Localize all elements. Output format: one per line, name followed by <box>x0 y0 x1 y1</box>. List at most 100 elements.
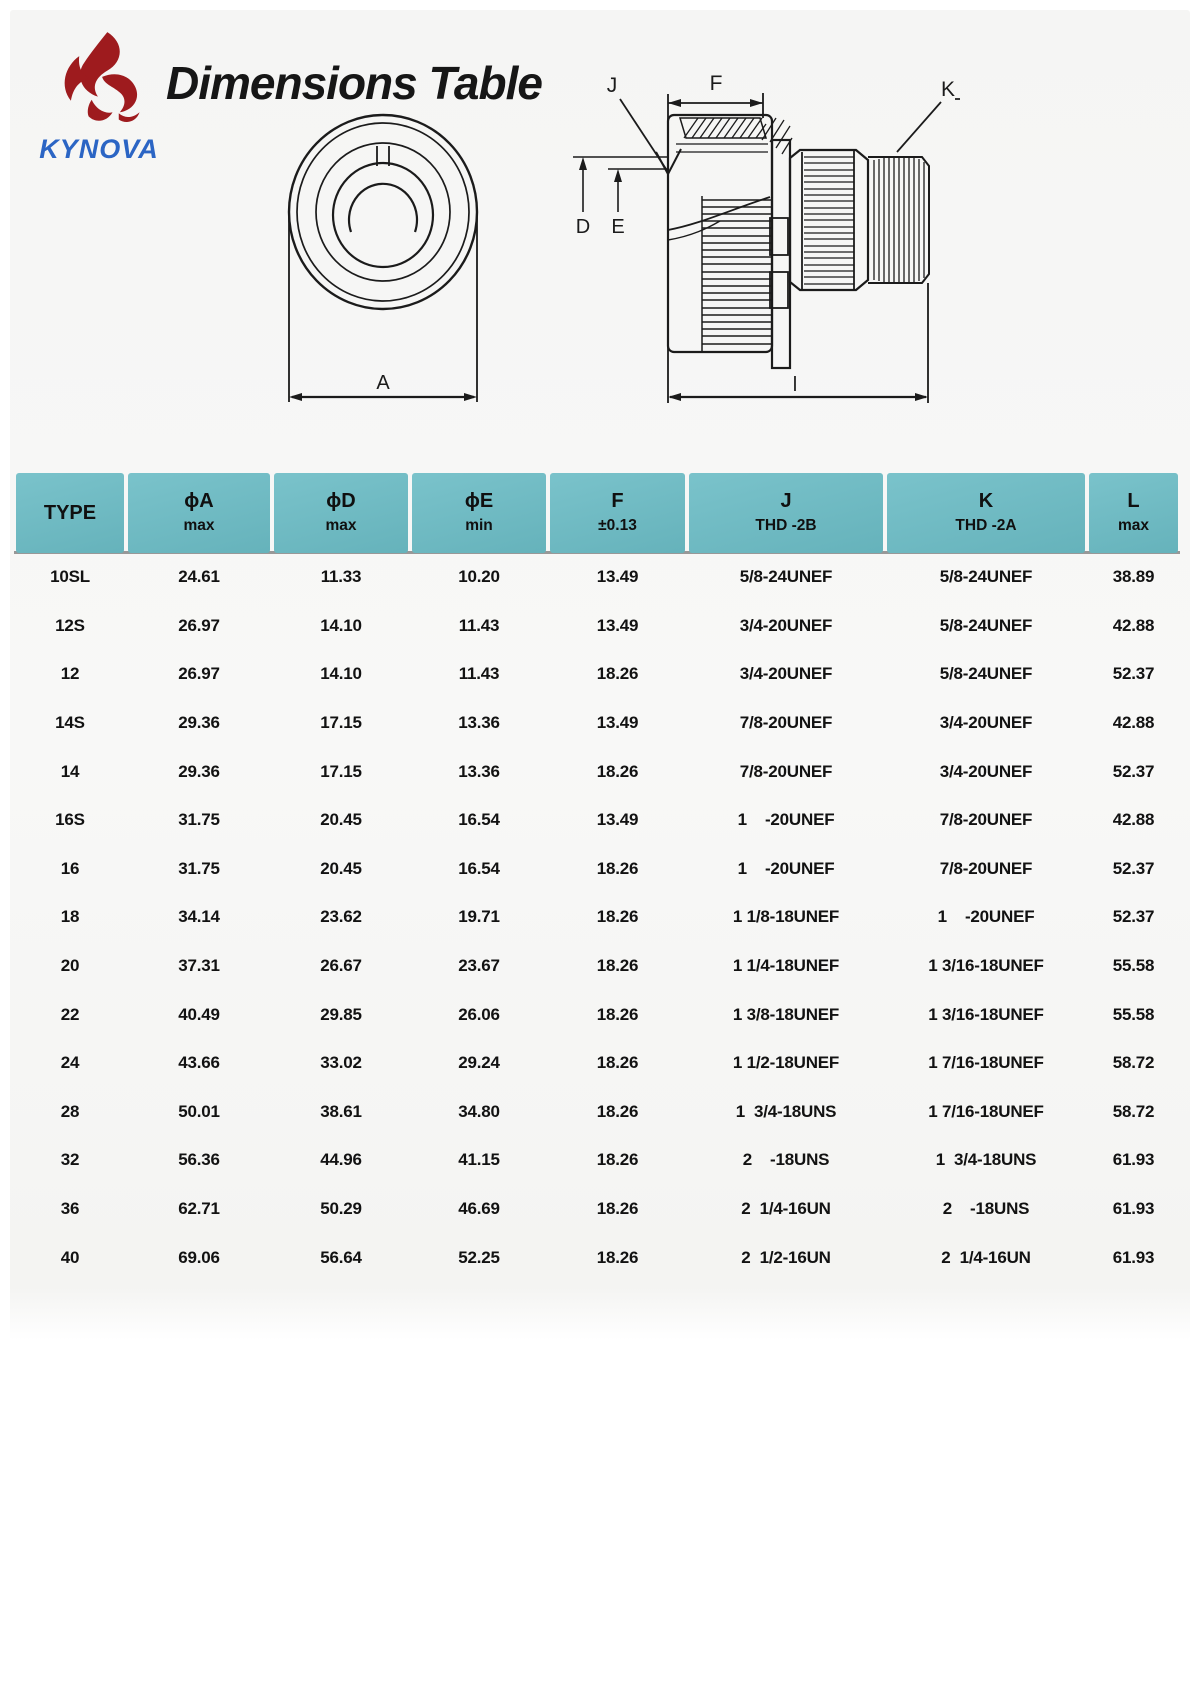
cell-phiA: 43.66 <box>178 1053 220 1073</box>
cell-k: 1 3/4-18UNS <box>935 1150 1037 1170</box>
cell-type: 16S <box>55 810 85 830</box>
table-header-row: TYPE ϕA max ϕD max ϕE min F ±0.13 J THD -2B K THD -2… <box>14 473 1180 553</box>
cell-type: 10SL <box>50 567 90 587</box>
cell-l: 52.37 <box>1112 664 1155 684</box>
dimensions-table: TYPE ϕA max ϕD max ϕE min F ±0.13 J THD -2B K THD -2… <box>14 473 1180 1267</box>
cell-l: 61.93 <box>1112 1199 1155 1219</box>
table-row: 14 29.36 17.15 13.36 18.26 7/8-20UNEF 3/4-20UN… <box>14 747 1180 796</box>
cell-phiE: 41.15 <box>458 1150 500 1170</box>
cell-phiA: 62.71 <box>178 1199 220 1219</box>
column-header-sublabel: max <box>1117 517 1150 534</box>
table-row: 36 62.71 50.29 46.69 18.26 2 1/4-16UN 2 -18UNS… <box>14 1185 1180 1234</box>
cell-phiE: 34.80 <box>458 1101 500 1121</box>
cell-type: 20 <box>60 956 80 976</box>
cell-phiA: 29.36 <box>178 713 220 733</box>
dimension-label-J: J <box>607 74 618 97</box>
cell-phiA: 29.36 <box>178 761 220 781</box>
cell-j: 3/4-20UNEF <box>739 664 833 684</box>
cell-k: 1 7/16-18UNEF <box>928 1101 1044 1121</box>
scanned-document-background <box>10 10 1190 1340</box>
cell-phiA: 69.06 <box>178 1247 220 1267</box>
cell-f: 18.26 <box>596 858 639 878</box>
cell-type: 24 <box>60 1053 80 1073</box>
cell-f: 13.49 <box>596 615 639 635</box>
cell-phiD: 50.29 <box>320 1199 362 1219</box>
cell-j: 1 3/8-18UNEF <box>732 1004 840 1024</box>
cell-j: 1 -20UNEF <box>737 810 835 830</box>
brand-name: KYNOVA <box>39 134 159 164</box>
cell-phiD: 20.45 <box>320 858 362 878</box>
cell-phiD: 20.45 <box>320 810 362 830</box>
cell-l: 52.37 <box>1112 858 1155 878</box>
cell-l: 42.88 <box>1112 615 1155 635</box>
cell-f: 18.26 <box>596 761 639 781</box>
cell-phiE: 16.54 <box>458 858 500 878</box>
column-header-phiD: ϕD max <box>274 473 408 553</box>
cell-phiA: 50.01 <box>178 1101 220 1121</box>
cell-phiE: 13.36 <box>458 713 500 733</box>
column-header-label: L <box>1127 490 1140 512</box>
cell-phiE: 46.69 <box>458 1199 500 1219</box>
cell-phiA: 56.36 <box>178 1150 220 1170</box>
cell-l: 58.72 <box>1112 1101 1155 1121</box>
cell-l: 42.88 <box>1112 713 1155 733</box>
cell-l: 61.93 <box>1112 1247 1155 1267</box>
table-row: 40 69.06 56.64 52.25 18.26 2 1/2-16UN 2 1/4-16… <box>14 1233 1180 1282</box>
table-row: 12S 26.97 14.10 11.43 13.49 3/4-20UNEF 5/8-24U… <box>14 602 1180 651</box>
cell-j: 1 3/4-18UNS <box>735 1101 837 1121</box>
cell-f: 18.26 <box>596 1004 639 1024</box>
cell-phiA: 26.97 <box>178 664 220 684</box>
cell-j: 1 1/2-18UNEF <box>732 1053 840 1073</box>
column-header-phiE: ϕE min <box>412 473 546 553</box>
column-header-k: K THD -2A <box>887 473 1085 553</box>
cell-k: 2 1/4-16UN <box>941 1247 1031 1267</box>
kynova-logo-icon <box>64 32 140 123</box>
table-row: 20 37.31 26.67 23.67 18.26 1 1/4-18UNEF 1 3/16… <box>14 942 1180 991</box>
cell-phiA: 31.75 <box>178 858 220 878</box>
cell-phiA: 26.97 <box>178 615 220 635</box>
cell-phiD: 26.67 <box>320 956 362 976</box>
cell-f: 13.49 <box>596 810 639 830</box>
cell-k: 2 -18UNS <box>942 1199 1030 1219</box>
cell-k: 5/8-24UNEF <box>939 664 1033 684</box>
cell-j: 2 1/4-16UN <box>741 1199 831 1219</box>
column-header-type: TYPE <box>16 473 124 553</box>
cell-l: 55.58 <box>1112 1004 1155 1024</box>
cell-f: 18.26 <box>596 664 639 684</box>
cell-l: 58.72 <box>1112 1053 1155 1073</box>
column-header-sublabel: max <box>325 517 357 534</box>
table-row: 28 50.01 38.61 34.80 18.26 1 3/4-18UNS 1 7/16-… <box>14 1088 1180 1137</box>
cell-type: 22 <box>60 1004 80 1024</box>
cell-k: 1 7/16-18UNEF <box>928 1053 1044 1073</box>
cell-f: 18.26 <box>596 956 639 976</box>
cell-phiD: 17.15 <box>320 713 362 733</box>
cell-k: 7/8-20UNEF <box>939 810 1033 830</box>
cell-type: 14 <box>60 761 80 781</box>
cell-phiE: 11.43 <box>458 664 500 684</box>
cell-phiE: 23.67 <box>458 956 500 976</box>
table-row: 24 43.66 33.02 29.24 18.26 1 1/2-18UNEF 1 7/16… <box>14 1039 1180 1088</box>
cell-phiD: 33.02 <box>320 1053 362 1073</box>
column-header-label: J <box>780 490 792 512</box>
column-header-label: K <box>978 490 994 512</box>
cell-type: 12S <box>55 615 85 635</box>
cell-phiE: 16.54 <box>458 810 500 830</box>
cell-j: 1 1/4-18UNEF <box>732 956 840 976</box>
dimension-label-F: F <box>710 72 723 95</box>
cell-j: 2 1/2-16UN <box>741 1247 831 1267</box>
column-header-label: ϕE <box>464 490 494 512</box>
cell-phiE: 10.20 <box>458 567 500 587</box>
cell-l: 52.37 <box>1112 907 1155 927</box>
column-header-label: ϕA <box>184 490 214 512</box>
table-body: 10SL 24.61 11.33 10.20 13.49 5/8-24UNEF 5/8-24… <box>14 553 1180 1282</box>
table-row: 12 26.97 14.10 11.43 18.26 3/4-20UNEF 5/8-24UN… <box>14 650 1180 699</box>
cell-phiD: 29.85 <box>320 1004 362 1024</box>
table-row: 10SL 24.61 11.33 10.20 13.49 5/8-24UNEF 5/8-24… <box>14 553 1180 602</box>
cell-k: 5/8-24UNEF <box>939 615 1033 635</box>
cell-f: 18.26 <box>596 1247 639 1267</box>
cell-k: 1 3/16-18UNEF <box>928 956 1044 976</box>
column-header-label: TYPE <box>43 501 97 524</box>
cell-phiE: 19.71 <box>458 907 500 927</box>
cell-phiD: 23.62 <box>320 907 362 927</box>
table-row: 16S 31.75 20.45 16.54 13.49 1 -20UNEF 7/8-20UN… <box>14 796 1180 845</box>
